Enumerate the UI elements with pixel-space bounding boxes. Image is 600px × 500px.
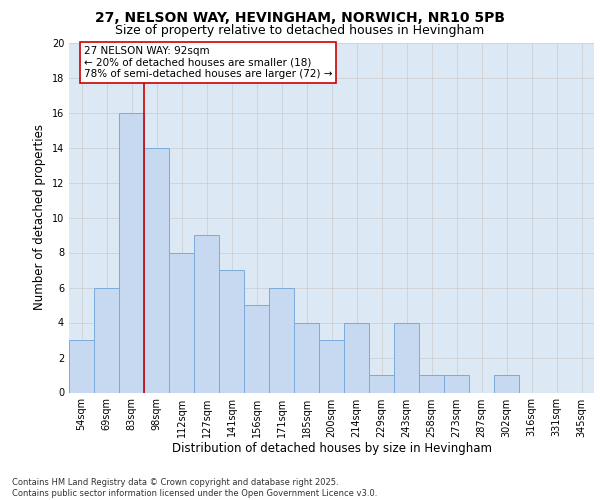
Bar	[244, 305, 269, 392]
Text: 27 NELSON WAY: 92sqm
← 20% of detached houses are smaller (18)
78% of semi-detac: 27 NELSON WAY: 92sqm ← 20% of detached h…	[84, 46, 332, 79]
Text: 27, NELSON WAY, HEVINGHAM, NORWICH, NR10 5PB: 27, NELSON WAY, HEVINGHAM, NORWICH, NR10…	[95, 11, 505, 25]
Text: Contains HM Land Registry data © Crown copyright and database right 2025.
Contai: Contains HM Land Registry data © Crown c…	[12, 478, 377, 498]
Y-axis label: Number of detached properties: Number of detached properties	[33, 124, 46, 310]
Bar	[94, 288, 119, 393]
Bar	[144, 148, 169, 392]
Bar	[219, 270, 244, 392]
Bar	[319, 340, 344, 392]
Bar	[494, 375, 519, 392]
Bar	[119, 112, 144, 392]
Bar	[294, 322, 319, 392]
Text: Size of property relative to detached houses in Hevingham: Size of property relative to detached ho…	[115, 24, 485, 37]
Bar	[369, 375, 394, 392]
Bar	[444, 375, 469, 392]
Bar	[169, 252, 194, 392]
X-axis label: Distribution of detached houses by size in Hevingham: Distribution of detached houses by size …	[172, 442, 491, 456]
Bar	[419, 375, 444, 392]
Bar	[194, 235, 219, 392]
Bar	[394, 322, 419, 392]
Bar	[269, 288, 294, 393]
Bar	[344, 322, 369, 392]
Bar	[69, 340, 94, 392]
